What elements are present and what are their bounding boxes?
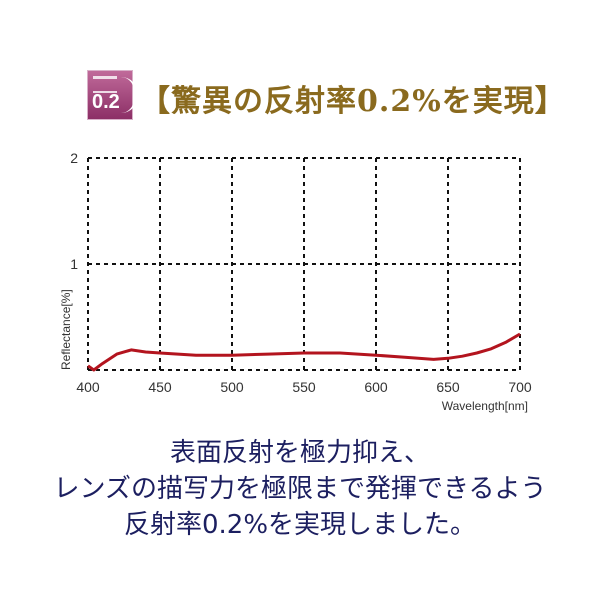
x-axis-label: Wavelength[nm]	[442, 399, 528, 413]
reflectance-series-line	[87, 332, 521, 372]
caption-line-1: 表面反射を極力抑え、	[169, 438, 430, 468]
badge-number: 0.2	[92, 91, 120, 113]
headline: 【驚異の反射率0.2%を実現】	[140, 84, 566, 119]
y-tick-label: 2	[70, 150, 78, 166]
x-tick-label: 400	[76, 379, 100, 395]
x-tick-label: 500	[220, 379, 244, 395]
x-tick-label: 700	[508, 379, 532, 395]
x-tick-label: 550	[292, 379, 316, 395]
y-axis-label: Reflectance[%]	[59, 289, 73, 370]
caption-line-2: レンズの描写力を極限まで発揮できるよう	[53, 474, 547, 504]
x-tick-label: 450	[148, 379, 172, 395]
badge-label-lines	[93, 76, 117, 93]
reflectance-badge-logo: 0.2	[87, 70, 138, 120]
caption-line-3: 反射率0.2%を実現しました。	[123, 510, 477, 540]
y-tick-label: 1	[70, 256, 78, 272]
x-tick-label: 650	[436, 379, 460, 395]
badge-arc	[121, 77, 138, 113]
x-tick-label: 600	[364, 379, 388, 395]
